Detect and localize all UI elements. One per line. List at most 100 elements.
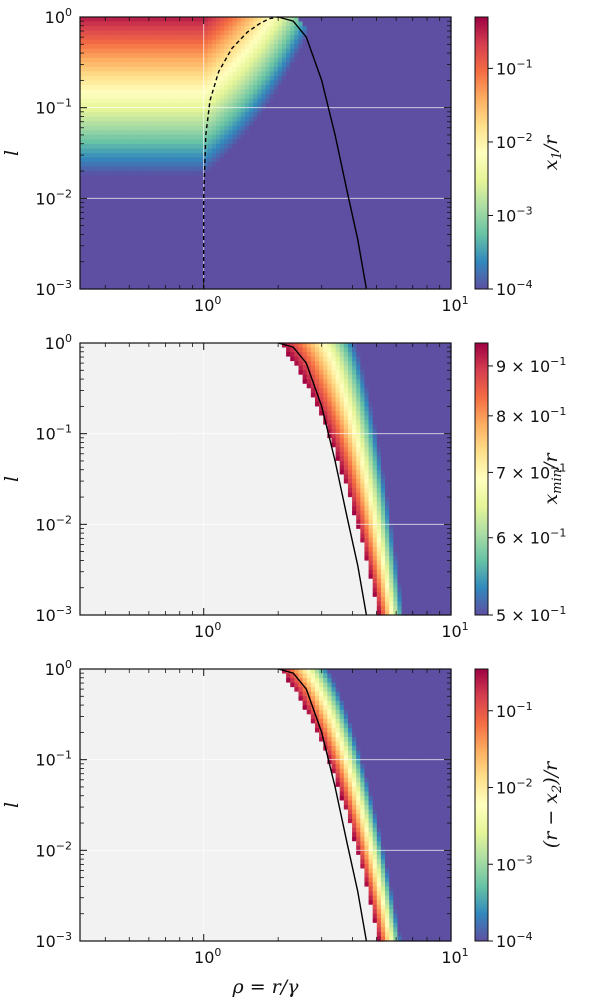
heatmap-cell: [203, 180, 209, 186]
heatmap-cell: [80, 261, 85, 267]
heatmap-cell: [100, 80, 106, 86]
heatmap-cell: [158, 252, 164, 258]
heatmap-cell: [352, 184, 357, 190]
heatmap-cell: [385, 234, 390, 240]
heatmap-cell: [253, 130, 258, 136]
heatmap-cell: [195, 211, 201, 218]
heatmap-cell: [104, 266, 110, 272]
heatmap-cell: [261, 44, 267, 50]
heatmap-cell: [314, 148, 320, 154]
heatmap-cell: [393, 148, 399, 154]
heatmap-cell: [158, 193, 164, 199]
heatmap-cell: [162, 30, 168, 36]
heatmap-cell: [117, 62, 122, 68]
heatmap-cell: [162, 39, 168, 45]
heatmap-cell: [207, 121, 213, 127]
heatmap-cell: [290, 252, 295, 258]
heatmap-cell: [376, 148, 382, 154]
heatmap-cell: [273, 53, 279, 59]
heatmap-cell: [265, 261, 271, 267]
heatmap-cell: [199, 221, 205, 227]
heatmap-cell: [216, 184, 221, 190]
heatmap-cell: [257, 89, 262, 95]
heatmap-cell: [401, 17, 407, 23]
heatmap-cell: [253, 239, 258, 245]
heatmap-cell: [228, 180, 234, 186]
heatmap-cell: [434, 157, 440, 163]
heatmap-cell: [302, 139, 308, 145]
heatmap-cell: [385, 112, 390, 118]
heatmap-cell: [100, 148, 106, 154]
heatmap-cell: [397, 198, 403, 204]
heatmap-cell: [216, 39, 221, 45]
heatmap-cell: [323, 171, 328, 177]
heatmap-cell: [129, 216, 135, 222]
heatmap-cell: [236, 94, 242, 100]
heatmap-cell: [162, 252, 168, 258]
heatmap-cell: [203, 21, 209, 27]
heatmap-cell: [100, 153, 106, 159]
heatmap-cell: [339, 211, 345, 218]
heatmap-cell: [199, 17, 205, 23]
heatmap-cell: [430, 252, 436, 258]
heatmap-cell: [211, 103, 217, 109]
heatmap-cell: [413, 243, 419, 249]
heatmap-cell: [319, 107, 324, 113]
heatmap-cell: [257, 175, 262, 181]
heatmap-cell: [339, 198, 345, 204]
heatmap-cell: [347, 98, 353, 104]
heatmap-cell: [187, 230, 192, 236]
heatmap-cell: [80, 134, 85, 140]
heatmap-cell: [294, 243, 300, 249]
heatmap-cell: [364, 98, 370, 104]
heatmap-cell: [137, 162, 143, 168]
heatmap-cell: [422, 107, 427, 113]
heatmap-cell: [129, 230, 135, 236]
heatmap-cell: [92, 44, 98, 50]
heatmap-cell: [112, 116, 118, 122]
heatmap-cell: [88, 211, 93, 218]
heatmap-cell: [323, 189, 328, 195]
heatmap-cell: [306, 139, 312, 145]
heatmap-cell: [236, 180, 242, 186]
heatmap-cell: [438, 116, 444, 122]
heatmap-cell: [335, 35, 341, 41]
heatmap-cell: [240, 216, 246, 222]
heatmap-cell: [257, 134, 262, 140]
heatmap-cell: [418, 171, 423, 177]
heatmap-cell: [240, 248, 246, 254]
heatmap-cell: [145, 221, 151, 227]
heatmap-cell: [253, 26, 258, 32]
heatmap-cell: [232, 221, 238, 227]
heatmap-cell: [141, 248, 147, 254]
heatmap-cell: [211, 30, 217, 36]
heatmap-cell: [195, 225, 201, 231]
heatmap-cell: [162, 143, 168, 150]
heatmap-cell: [104, 112, 110, 118]
heatmap-cell: [294, 103, 300, 109]
heatmap-cell: [92, 198, 98, 204]
heatmap-cell: [430, 221, 436, 227]
heatmap-cell: [397, 211, 403, 218]
heatmap-cell: [125, 66, 131, 72]
heatmap-cell: [286, 171, 291, 177]
heatmap-cell: [249, 21, 254, 27]
heatmap-cell: [170, 207, 176, 213]
heatmap-cell: [286, 26, 291, 32]
heatmap-cell: [191, 89, 197, 95]
heatmap-cell: [92, 75, 98, 82]
heatmap-cell: [162, 166, 168, 172]
heatmap-cell: [389, 66, 394, 72]
heatmap-cell: [232, 257, 238, 263]
heatmap-cell: [438, 225, 444, 231]
heatmap-cell: [249, 148, 254, 154]
heatmap-cell: [158, 116, 164, 122]
heatmap-cell: [422, 143, 427, 150]
heatmap-cell: [108, 116, 114, 122]
heatmap-cell: [273, 193, 279, 199]
heatmap-cell: [166, 134, 172, 140]
heatmap-cell: [393, 44, 399, 50]
heatmap-cell: [117, 112, 122, 118]
heatmap-cell: [199, 121, 205, 127]
heatmap-cell: [158, 21, 164, 27]
